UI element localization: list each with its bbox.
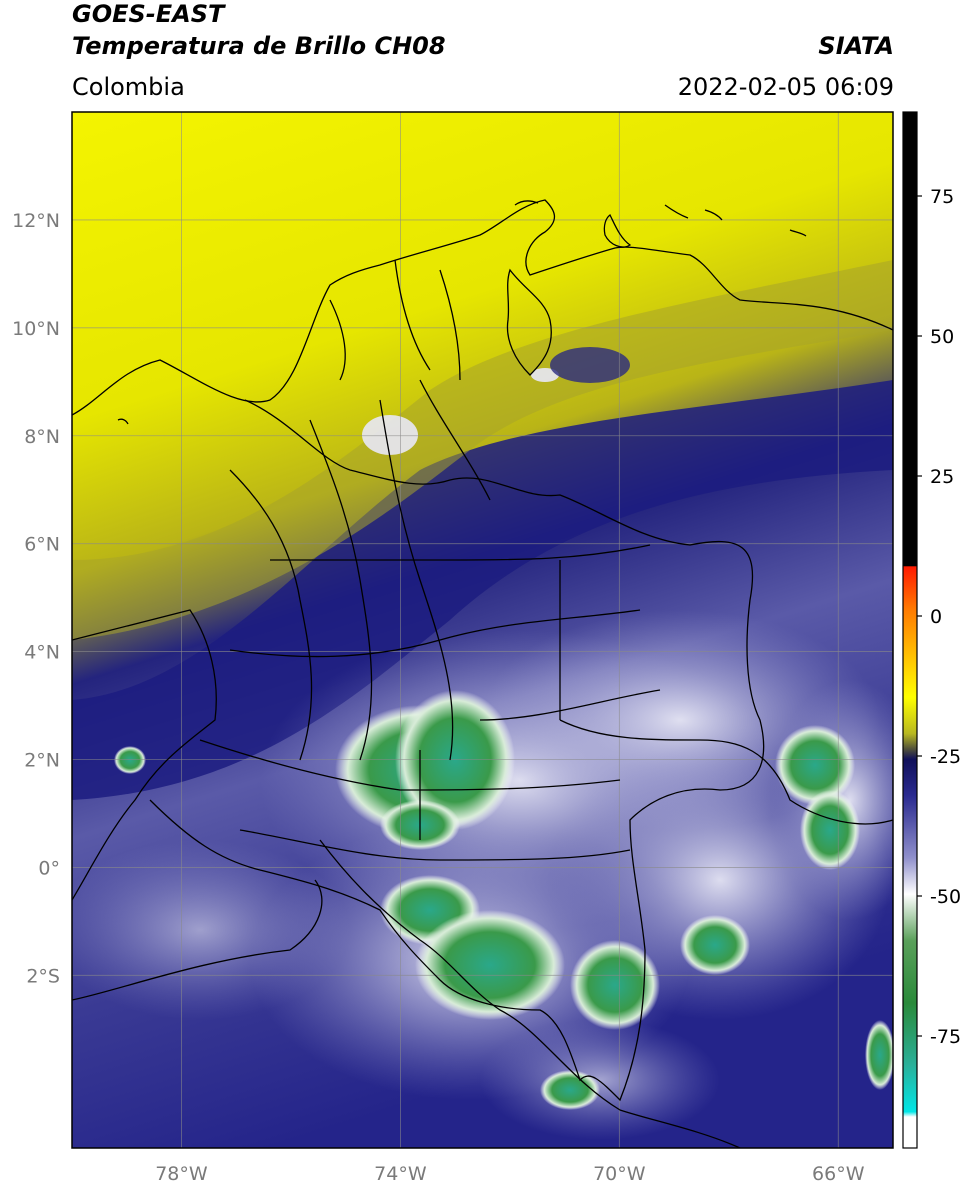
product-title: Temperatura de Brillo CH08: [72, 32, 446, 60]
lon-tick-label: 78°W: [155, 1163, 208, 1185]
graticule: [72, 112, 893, 1148]
colorbar-tick-label: 75: [930, 186, 954, 208]
lat-tick-label: 4°N: [24, 642, 60, 664]
colorbar-tick-label: 0: [930, 606, 942, 628]
longitude-labels: 78°W 74°W 70°W 66°W: [155, 1163, 864, 1185]
colorbar-tick-label: -75: [930, 1026, 961, 1048]
datetime-label: 2022-02-05 06:09: [677, 73, 894, 101]
satellite-title: GOES-EAST: [72, 0, 225, 28]
agency-label: SIATA: [818, 32, 894, 60]
lat-tick-label: 10°N: [12, 318, 60, 340]
borders: [72, 199, 893, 1148]
temperature-field: [72, 112, 893, 1148]
lat-tick-label: 0°: [38, 857, 60, 879]
region-label: Colombia: [72, 73, 185, 101]
lon-tick-label: 70°W: [593, 1163, 646, 1185]
lat-tick-label: 6°N: [24, 534, 60, 556]
lat-tick-label: 12°N: [12, 210, 60, 232]
lon-tick-label: 74°W: [374, 1163, 427, 1185]
colorbar: [902, 111, 918, 1149]
colorbar-tick-label: 50: [930, 326, 954, 348]
colorbar-tick-label: -25: [930, 746, 961, 768]
map-frame: [71, 111, 894, 1149]
colorbar-tick-label: -50: [930, 886, 961, 908]
colorbar-tick-label: 25: [930, 466, 954, 488]
colorbar-ticks: 75 50 25 0 -25 -50 -75: [917, 186, 961, 1048]
latitude-labels: 12°N 10°N 8°N 6°N 4°N 2°N 0° 2°S: [12, 210, 60, 987]
lat-tick-label: 8°N: [24, 426, 60, 448]
lat-tick-label: 2°S: [26, 965, 60, 987]
lon-tick-label: 66°W: [812, 1163, 865, 1185]
lat-tick-label: 2°N: [24, 750, 60, 772]
